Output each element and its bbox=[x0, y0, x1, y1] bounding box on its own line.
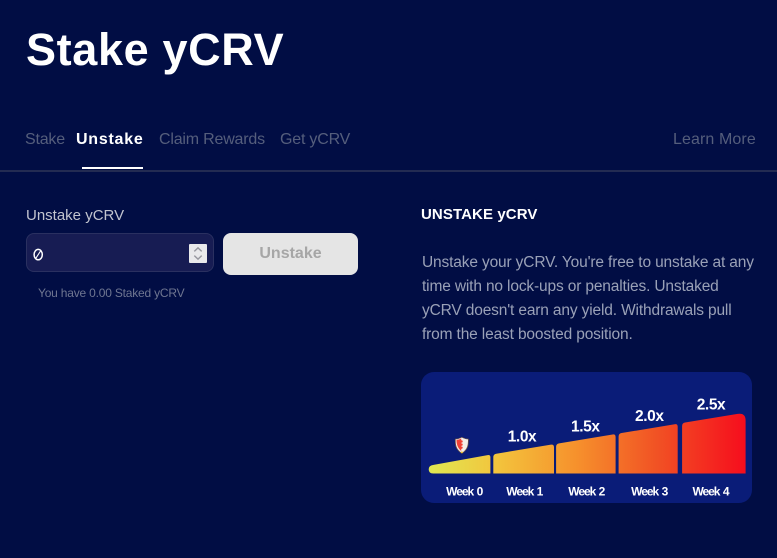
svg-text:Week 1: Week 1 bbox=[506, 484, 543, 498]
svg-text:Week 4: Week 4 bbox=[692, 484, 729, 498]
svg-text:Week 0: Week 0 bbox=[446, 484, 483, 498]
svg-text:Week 2: Week 2 bbox=[568, 484, 605, 498]
svg-text:1.5x: 1.5x bbox=[571, 419, 600, 436]
svg-text:2.5x: 2.5x bbox=[697, 396, 726, 413]
svg-text:2.0x: 2.0x bbox=[635, 408, 664, 425]
svg-text:Week 3: Week 3 bbox=[631, 484, 668, 498]
svg-text:1.0x: 1.0x bbox=[508, 429, 537, 446]
